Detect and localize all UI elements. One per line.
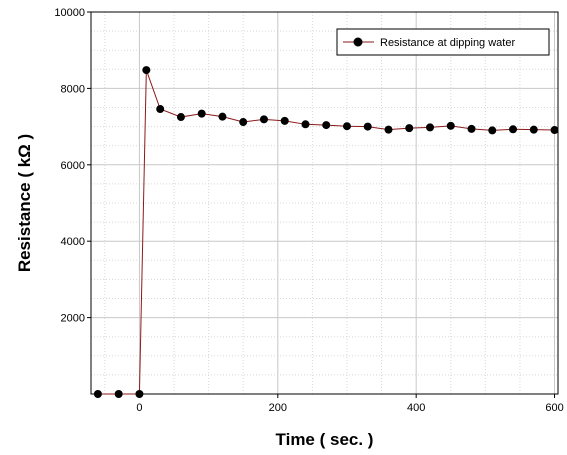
data-point: [142, 66, 151, 75]
data-point: [176, 113, 185, 122]
y-axis-ticks: 2000 4000 6000 8000 10000: [54, 7, 91, 325]
data-point: [301, 120, 310, 129]
data-point: [426, 123, 435, 132]
y-tick-label: 8000: [61, 83, 85, 95]
x-tick-label: 0: [136, 402, 142, 414]
x-tick-label: 400: [407, 402, 425, 414]
data-point: [529, 125, 538, 134]
data-point: [467, 124, 476, 133]
data-point: [156, 105, 165, 114]
data-point: [363, 122, 372, 131]
data-point: [239, 118, 248, 127]
data-point: [446, 121, 455, 130]
data-point: [218, 112, 227, 121]
y-tick-label: 6000: [61, 160, 85, 172]
data-point: [93, 390, 102, 398]
legend-marker: [353, 37, 363, 47]
x-tick-label: 200: [269, 402, 287, 414]
y-tick-label: 4000: [61, 236, 85, 248]
series-line: [97, 69, 555, 395]
data-point: [259, 115, 268, 124]
data-point: [488, 126, 497, 135]
data-point: [197, 109, 206, 118]
x-axis-ticks: 0 200 400 600: [136, 394, 564, 414]
y-tick-label: 10000: [54, 7, 85, 19]
legend-entry-label: Resistance at dipping water: [380, 37, 515, 49]
data-point: [114, 390, 123, 398]
legend: Resistance at dipping water: [336, 28, 550, 56]
data-point: [509, 125, 518, 134]
plot-area-frame: [90, 11, 559, 395]
data-point: [405, 124, 414, 133]
data-point: [342, 122, 351, 131]
data-point: [280, 116, 289, 125]
data-point: [322, 121, 331, 130]
data-series: [93, 66, 559, 398]
x-tick-label: 600: [545, 402, 563, 414]
x-axis-title: Time ( sec. ): [276, 430, 374, 449]
y-axis-title: Resistance ( kΩ ): [15, 134, 34, 272]
data-point: [550, 126, 559, 135]
data-point: [384, 125, 393, 134]
grid-lines: [91, 12, 558, 394]
data-point: [135, 390, 144, 398]
y-tick-label: 2000: [61, 313, 85, 325]
